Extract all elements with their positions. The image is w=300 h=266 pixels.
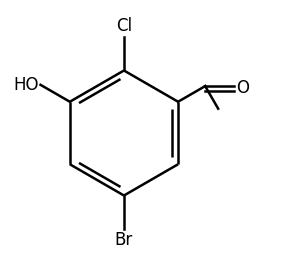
Text: Cl: Cl bbox=[116, 17, 132, 35]
Text: O: O bbox=[236, 80, 249, 97]
Text: Br: Br bbox=[115, 231, 133, 249]
Text: HO: HO bbox=[14, 76, 39, 94]
